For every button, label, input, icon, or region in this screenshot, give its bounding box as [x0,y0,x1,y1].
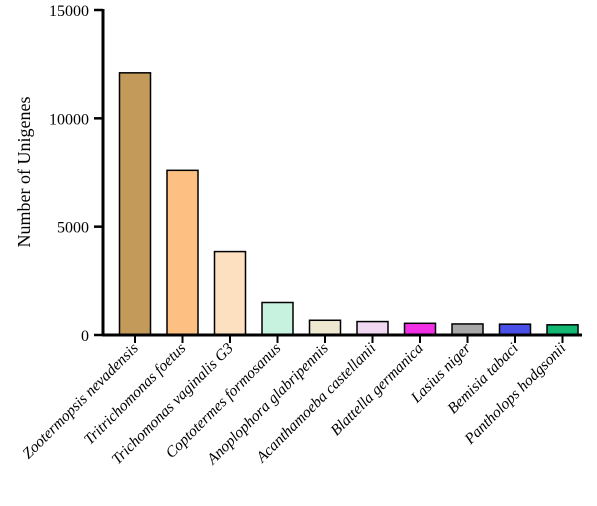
bar-9 [546,324,579,336]
bars-group [118,72,579,336]
y-tick-label: 5000 [57,220,89,237]
bar-1 [166,169,199,336]
bar-4 [308,319,342,336]
bar-3 [261,301,294,336]
y-ticks-group: 0 5000 10000 15000 [49,3,103,345]
bar-7 [451,323,484,336]
bar-6 [403,322,437,336]
bar-8 [498,323,532,336]
y-tick-label: 10000 [49,111,89,128]
y-axis-title: Number of Unigenes [14,97,34,248]
bar-5 [356,320,389,336]
bar-0 [118,72,152,336]
bar-2 [213,250,247,336]
y-tick-label: 0 [81,328,89,345]
y-tick-label: 15000 [49,3,89,20]
